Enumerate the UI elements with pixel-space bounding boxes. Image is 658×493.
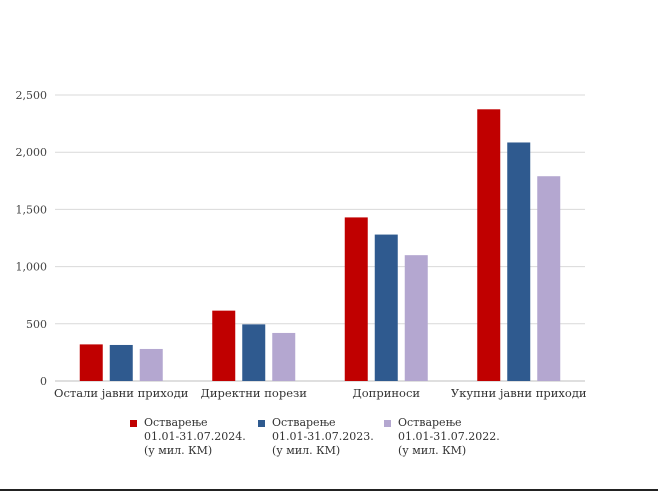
bar-0-2 bbox=[139, 348, 163, 381]
legend-swatch-2023 bbox=[258, 420, 265, 427]
legend-item-2023: Остварење 01.01-31.07.2023. (у мил. КМ) bbox=[258, 416, 374, 458]
bar-1-1 bbox=[242, 324, 266, 381]
legend-label-2022: Остварење 01.01-31.07.2022. (у мил. КМ) bbox=[398, 416, 500, 457]
x-category-label-0: Остали јавни приходи bbox=[54, 386, 189, 400]
y-tick-label-1500: 1,500 bbox=[16, 203, 48, 216]
bar-3-1 bbox=[507, 142, 531, 381]
bottom-divider bbox=[0, 489, 658, 491]
x-category-label-2: Доприноси bbox=[352, 386, 420, 400]
bar-1-2 bbox=[272, 332, 296, 381]
bar-2-1 bbox=[374, 234, 398, 381]
legend-label-2023: Остварење 01.01-31.07.2023. (у мил. КМ) bbox=[272, 416, 374, 457]
legend: Остварење 01.01-31.07.2024. (у мил. КМ) … bbox=[130, 416, 512, 458]
y-tick-label-1000: 1,000 bbox=[16, 261, 48, 274]
x-category-label-1: Директни порези bbox=[201, 386, 308, 400]
bar-0-0 bbox=[79, 344, 103, 381]
bar-2-2 bbox=[404, 255, 428, 381]
y-tick-label-500: 500 bbox=[26, 318, 47, 331]
bar-3-0 bbox=[477, 109, 501, 382]
bar-1-0 bbox=[212, 310, 236, 381]
legend-swatch-2022 bbox=[384, 420, 391, 427]
x-category-label-3: Укупни јавни приходи bbox=[451, 386, 587, 400]
bar-0-1 bbox=[109, 344, 133, 381]
y-tick-label-0: 0 bbox=[40, 375, 47, 388]
legend-label-2024: Остварење 01.01-31.07.2024. (у мил. КМ) bbox=[144, 416, 246, 457]
bar-3-2 bbox=[537, 176, 561, 381]
y-tick-label-2000: 2,000 bbox=[16, 146, 48, 159]
legend-item-2022: Остварење 01.01-31.07.2022. (у мил. КМ) bbox=[384, 416, 500, 458]
bar-2-0 bbox=[344, 217, 368, 381]
legend-item-2024: Остварење 01.01-31.07.2024. (у мил. КМ) bbox=[130, 416, 246, 458]
legend-swatch-2024 bbox=[130, 420, 137, 427]
y-tick-label-2500: 2,500 bbox=[16, 89, 48, 102]
